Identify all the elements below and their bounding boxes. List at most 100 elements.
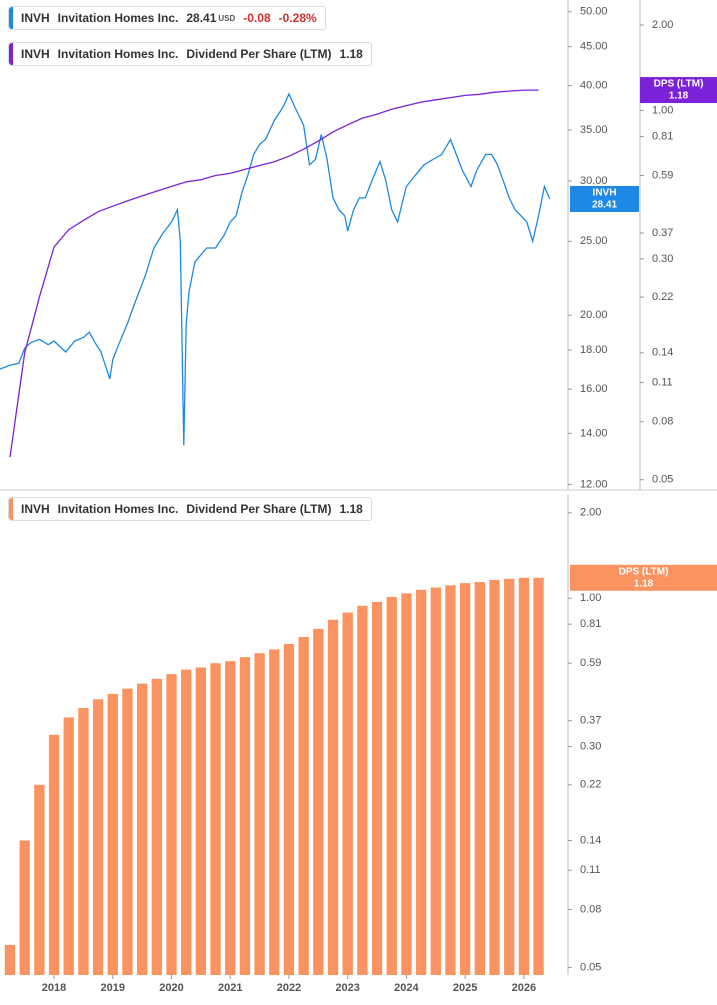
bar xyxy=(166,674,177,975)
legend-change-pct: -0.28% xyxy=(278,11,317,25)
legend-name: Invitation Homes Inc. xyxy=(57,11,179,25)
x-tick-label: 2020 xyxy=(159,982,183,994)
legend-swatch xyxy=(9,43,13,65)
bar xyxy=(63,717,74,975)
y-tick-label: 2.00 xyxy=(652,19,673,31)
y-tick-label: 0.59 xyxy=(580,657,601,669)
x-tick-label: 2022 xyxy=(277,982,301,994)
bar xyxy=(151,678,162,975)
bar xyxy=(460,583,471,975)
badge-label: INVH xyxy=(593,188,617,199)
y-tick-label: 25.00 xyxy=(580,235,608,247)
y-tick-label: 0.37 xyxy=(652,227,673,239)
value-badge xyxy=(640,77,717,104)
bar xyxy=(489,579,500,975)
legend-swatch xyxy=(9,498,13,520)
legend: INVH Invitation Homes Inc. 28.41 USD -0.… xyxy=(8,6,326,30)
y-tick-label: 30.00 xyxy=(580,175,608,187)
bar xyxy=(283,643,295,975)
bar xyxy=(533,577,544,975)
bar xyxy=(371,601,383,975)
bar xyxy=(210,663,221,975)
bar xyxy=(92,699,104,975)
y-tick-label: 0.22 xyxy=(580,779,601,791)
legend: INVH Invitation Homes Inc. Dividend Per … xyxy=(8,497,372,521)
x-tick-label: 2024 xyxy=(394,982,419,994)
y-tick-label: 16.00 xyxy=(580,383,608,395)
bar xyxy=(313,628,324,975)
y-tick-label: 0.59 xyxy=(652,169,673,181)
legend: INVH Invitation Homes Inc. Dividend Per … xyxy=(8,42,372,66)
y-tick-label: 0.22 xyxy=(652,291,673,303)
y-tick-label: 20.00 xyxy=(580,309,608,321)
bar xyxy=(342,612,353,975)
bar xyxy=(195,667,207,975)
x-tick-label: 2019 xyxy=(101,982,125,994)
bar xyxy=(48,734,60,975)
bar xyxy=(357,605,368,975)
y-tick-label: 0.81 xyxy=(580,618,601,630)
bar xyxy=(19,840,30,975)
line xyxy=(0,92,551,446)
bar xyxy=(474,582,485,975)
y-tick-label: 0.30 xyxy=(580,740,601,752)
bar xyxy=(122,688,133,975)
y-tick-label: 0.81 xyxy=(652,130,673,142)
badge-value: 1.18 xyxy=(669,91,689,102)
legend-value: 1.18 xyxy=(339,502,363,516)
y-tick-label: 1.00 xyxy=(652,104,673,116)
legend-symbol: INVH xyxy=(21,47,50,61)
bar xyxy=(504,578,515,975)
badge-label: DPS (LTM) xyxy=(619,566,669,577)
y-tick-label: 0.30 xyxy=(652,253,673,265)
bar xyxy=(181,669,192,975)
y-tick-label: 14.00 xyxy=(580,427,608,439)
legend-change: -0.08 xyxy=(243,11,271,25)
y-tick-label: 0.05 xyxy=(652,474,673,486)
bar xyxy=(225,661,236,975)
x-tick-label: 2018 xyxy=(42,982,66,994)
bar xyxy=(518,577,530,975)
y-tick-label: 2.00 xyxy=(580,507,601,519)
bar xyxy=(136,683,148,975)
y-tick-label: 40.00 xyxy=(580,80,608,92)
bar xyxy=(78,708,89,975)
value-badge xyxy=(570,185,639,212)
y-tick-label: 12.00 xyxy=(580,478,608,490)
bar xyxy=(386,596,397,975)
bar xyxy=(327,619,339,975)
badge-value: 28.41 xyxy=(592,200,617,211)
bar xyxy=(34,784,45,975)
y-tick-label: 0.08 xyxy=(580,903,601,915)
bar xyxy=(415,589,427,975)
bar xyxy=(254,653,265,975)
bar xyxy=(239,657,251,975)
bar xyxy=(401,593,412,975)
x-tick-label: 2026 xyxy=(512,982,536,994)
y-tick-label: 0.14 xyxy=(580,834,601,846)
x-tick-label: 2023 xyxy=(335,982,359,994)
bar xyxy=(445,585,456,975)
legend-value: 28.41 xyxy=(186,11,217,25)
y-tick-label: 45.00 xyxy=(580,41,608,53)
value-badge xyxy=(570,564,717,591)
legend-value: 1.18 xyxy=(339,47,363,61)
y-tick-label: 0.11 xyxy=(580,864,601,876)
legend-company: Invitation Homes Inc. xyxy=(57,47,179,61)
y-tick-label: 18.00 xyxy=(580,344,608,356)
y-tick-label: 0.14 xyxy=(652,347,673,359)
line xyxy=(9,89,539,458)
bar xyxy=(269,649,280,975)
y-tick-label: 0.08 xyxy=(652,416,673,428)
bar xyxy=(107,693,118,975)
y-tick-label: 1.00 xyxy=(580,592,601,604)
bar xyxy=(430,587,441,975)
badge-label: DPS (LTM) xyxy=(654,79,704,90)
legend-company: Invitation Homes Inc. xyxy=(57,502,179,516)
y-tick-label: 50.00 xyxy=(580,6,608,18)
legend-currency: USD xyxy=(218,13,236,23)
y-tick-label: 0.05 xyxy=(580,961,601,973)
y-tick-label: 0.37 xyxy=(580,715,601,727)
